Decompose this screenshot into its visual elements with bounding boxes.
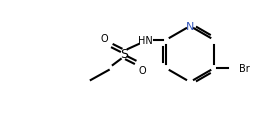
Text: O: O	[138, 65, 146, 75]
Text: HN: HN	[138, 36, 152, 46]
Text: Br: Br	[238, 63, 249, 73]
Text: N: N	[185, 22, 194, 32]
Text: S: S	[119, 48, 127, 61]
Text: O: O	[101, 34, 108, 44]
